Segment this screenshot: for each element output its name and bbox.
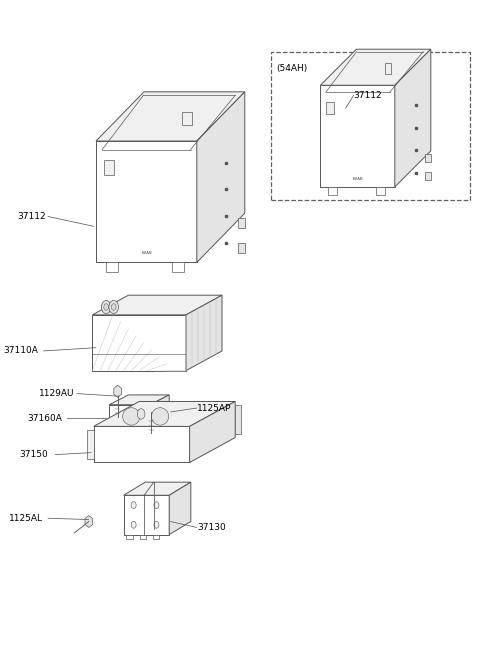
Text: (54AH): (54AH) (276, 64, 307, 73)
Circle shape (154, 502, 159, 508)
Polygon shape (321, 49, 431, 85)
Bar (376, 187, 385, 195)
Bar (238, 218, 245, 228)
Polygon shape (186, 295, 222, 371)
Ellipse shape (122, 408, 140, 425)
Circle shape (101, 300, 111, 314)
Polygon shape (94, 401, 235, 426)
Text: 37110A: 37110A (3, 346, 38, 356)
Bar (425, 172, 431, 180)
Bar (153, 535, 159, 539)
Polygon shape (94, 426, 190, 462)
Polygon shape (109, 395, 169, 405)
Bar (328, 187, 337, 195)
Bar (238, 243, 245, 253)
Circle shape (109, 300, 119, 314)
Polygon shape (395, 49, 431, 187)
Polygon shape (197, 92, 245, 262)
Bar (140, 535, 146, 539)
Bar (126, 535, 132, 539)
Polygon shape (169, 482, 191, 535)
Polygon shape (92, 295, 222, 315)
Text: 37112: 37112 (353, 91, 382, 100)
Polygon shape (150, 395, 169, 421)
Bar (87, 430, 94, 459)
Text: BOAN: BOAN (352, 177, 363, 181)
Circle shape (131, 502, 136, 508)
Text: 37112: 37112 (17, 212, 46, 221)
Bar (104, 161, 114, 175)
Bar (106, 262, 118, 272)
Bar (271, 52, 470, 200)
Text: 1129AU: 1129AU (39, 389, 74, 398)
Bar (235, 405, 240, 434)
Bar (182, 112, 192, 125)
Bar (92, 315, 186, 371)
Polygon shape (124, 495, 169, 535)
Bar (123, 421, 130, 454)
Polygon shape (124, 482, 191, 495)
Text: 37130: 37130 (197, 523, 226, 532)
Polygon shape (96, 92, 245, 141)
Polygon shape (321, 85, 395, 187)
Circle shape (154, 522, 159, 528)
Text: 1125AL: 1125AL (9, 514, 43, 523)
Polygon shape (109, 405, 150, 421)
Text: 37160A: 37160A (27, 414, 62, 423)
Polygon shape (190, 401, 235, 462)
Text: BOAN: BOAN (141, 251, 152, 255)
Ellipse shape (152, 408, 169, 425)
Text: 1125AP: 1125AP (197, 403, 231, 413)
Circle shape (111, 304, 116, 310)
Bar (172, 262, 184, 272)
Circle shape (137, 409, 145, 419)
Circle shape (131, 522, 136, 528)
Circle shape (104, 304, 108, 310)
Bar (326, 102, 334, 113)
Bar (384, 63, 391, 74)
Polygon shape (96, 141, 197, 262)
Bar (425, 154, 431, 161)
Text: 37150: 37150 (19, 450, 48, 459)
